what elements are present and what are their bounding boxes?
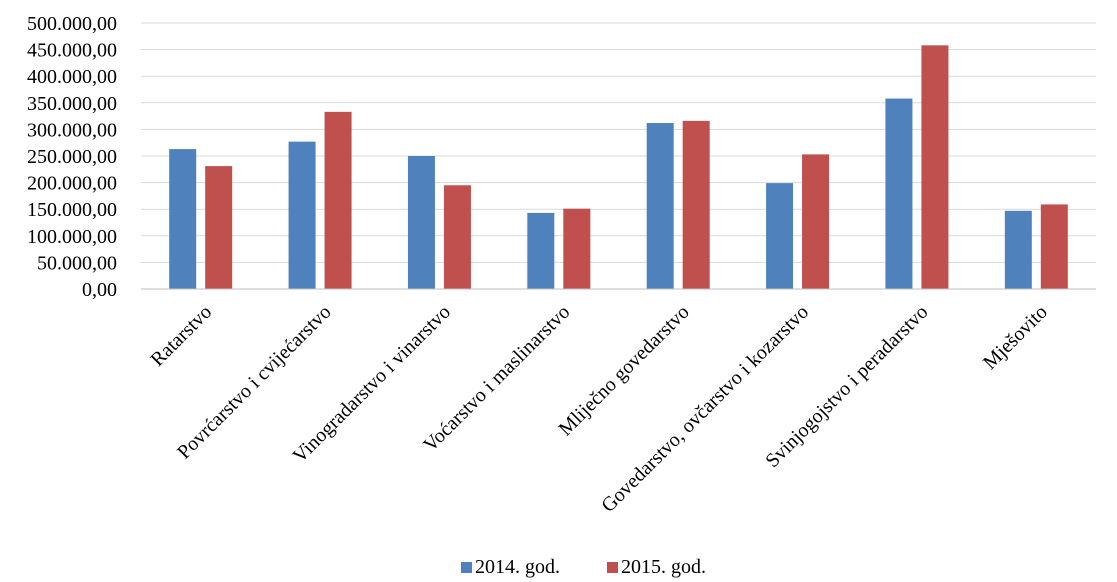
bar-2015-7: [1040, 204, 1068, 289]
y-tick-label: 100.000,00: [27, 226, 117, 248]
y-tick-label: 450.000,00: [27, 40, 117, 62]
bar-2015-5: [802, 154, 830, 289]
y-tick-label: 300.000,00: [27, 119, 117, 141]
bar-2014-1: [288, 141, 316, 289]
bars: [169, 45, 1068, 290]
x-tick-label: Mješovito: [979, 301, 1052, 374]
bar-2014-0: [169, 149, 197, 289]
bar-2014-6: [885, 98, 913, 289]
legend-label: 2015. god.: [621, 556, 706, 578]
y-tick-label: 150.000,00: [27, 199, 117, 221]
y-tick-label: 350.000,00: [27, 93, 117, 115]
y-axis-tick-labels: 0,00 50.000,00 100.000,00 150.000,00 200.000…: [27, 13, 117, 301]
bar-2014-4: [646, 123, 674, 290]
bar-2015-0: [205, 166, 233, 289]
x-tick-label: Mliječno govedarstvo: [554, 301, 693, 440]
bar-2014-5: [766, 183, 794, 289]
x-tick-label: Ratarstvo: [146, 301, 216, 371]
bar-2014-7: [1004, 210, 1032, 289]
legend-swatch: [461, 562, 472, 573]
y-tick-label: 500.000,00: [27, 13, 117, 35]
bar-2014-3: [527, 212, 555, 289]
bar-2015-1: [324, 111, 352, 290]
x-tick-label: Govedarstvo, ovčarstvo i kozarstvo: [597, 301, 813, 517]
bar-2014-2: [407, 156, 435, 289]
legend-swatch: [607, 562, 618, 573]
gridlines: [141, 22, 1096, 263]
bar-2015-6: [921, 45, 949, 290]
legend-label: 2014. god.: [475, 556, 560, 578]
bar-2015-3: [563, 208, 591, 289]
y-tick-label: 0,00: [82, 279, 117, 301]
y-tick-label: 50.000,00: [37, 252, 117, 274]
bar-2015-2: [443, 185, 471, 289]
y-tick-label: 200.000,00: [27, 173, 117, 195]
legend: 2014. god. 2015. god.: [461, 556, 706, 578]
bar-2015-4: [682, 120, 710, 289]
y-tick-label: 400.000,00: [27, 66, 117, 88]
y-tick-label: 250.000,00: [27, 146, 117, 168]
